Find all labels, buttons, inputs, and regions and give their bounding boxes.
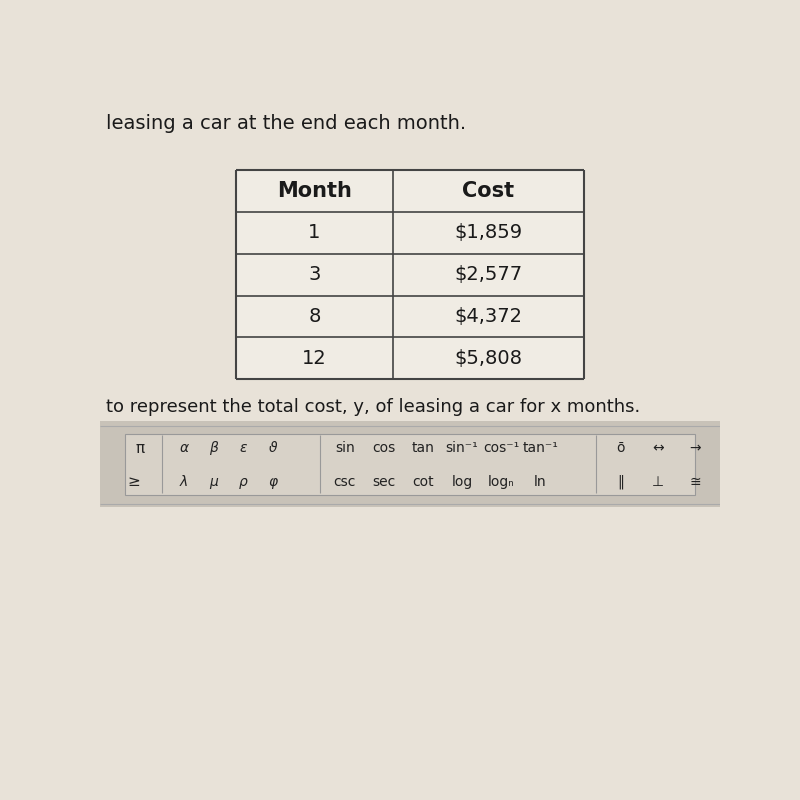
Text: ≅: ≅ (690, 474, 701, 489)
Bar (100, 422, 720, 507)
Text: 8: 8 (308, 307, 321, 326)
Text: ρ: ρ (239, 474, 247, 489)
Text: α: α (179, 442, 188, 455)
Text: leasing a car at the end each month.: leasing a car at the end each month. (106, 114, 466, 134)
Text: ↔: ↔ (652, 442, 664, 455)
Bar (237, 170, 584, 379)
Text: $4,372: $4,372 (454, 307, 522, 326)
Text: 1: 1 (308, 223, 321, 242)
Text: sin⁻¹: sin⁻¹ (446, 442, 478, 455)
Text: $2,577: $2,577 (454, 265, 522, 284)
Text: μ: μ (209, 474, 218, 489)
Text: 3: 3 (308, 265, 321, 284)
Text: tan⁻¹: tan⁻¹ (522, 442, 558, 455)
Text: ⊥: ⊥ (652, 474, 664, 489)
Text: ō: ō (617, 442, 625, 455)
Text: sin: sin (335, 442, 354, 455)
Text: logₙ: logₙ (488, 474, 514, 489)
Text: β: β (209, 442, 218, 455)
Text: π: π (136, 441, 145, 456)
Text: →: → (690, 442, 701, 455)
Text: $1,859: $1,859 (454, 223, 522, 242)
Text: ‖: ‖ (618, 474, 624, 489)
Text: log: log (451, 474, 473, 489)
Text: ln: ln (534, 474, 546, 489)
Text: ≥: ≥ (128, 474, 141, 490)
Text: to represent the total cost, y, of leasing a car for x months.: to represent the total cost, y, of leasi… (106, 398, 641, 416)
Text: Cost: Cost (462, 181, 514, 201)
Text: cos⁻¹: cos⁻¹ (483, 442, 519, 455)
Text: $5,808: $5,808 (454, 349, 522, 368)
Text: Month: Month (277, 181, 352, 201)
Text: ε: ε (239, 442, 247, 455)
Text: cot: cot (412, 474, 434, 489)
Text: ϑ: ϑ (269, 442, 278, 455)
Bar (125, 434, 695, 494)
Text: csc: csc (334, 474, 356, 489)
Text: cos: cos (372, 442, 395, 455)
Text: tan: tan (411, 442, 434, 455)
Text: sec: sec (372, 474, 395, 489)
Text: 12: 12 (302, 349, 327, 368)
Text: φ: φ (269, 474, 278, 489)
Text: λ: λ (179, 474, 188, 489)
